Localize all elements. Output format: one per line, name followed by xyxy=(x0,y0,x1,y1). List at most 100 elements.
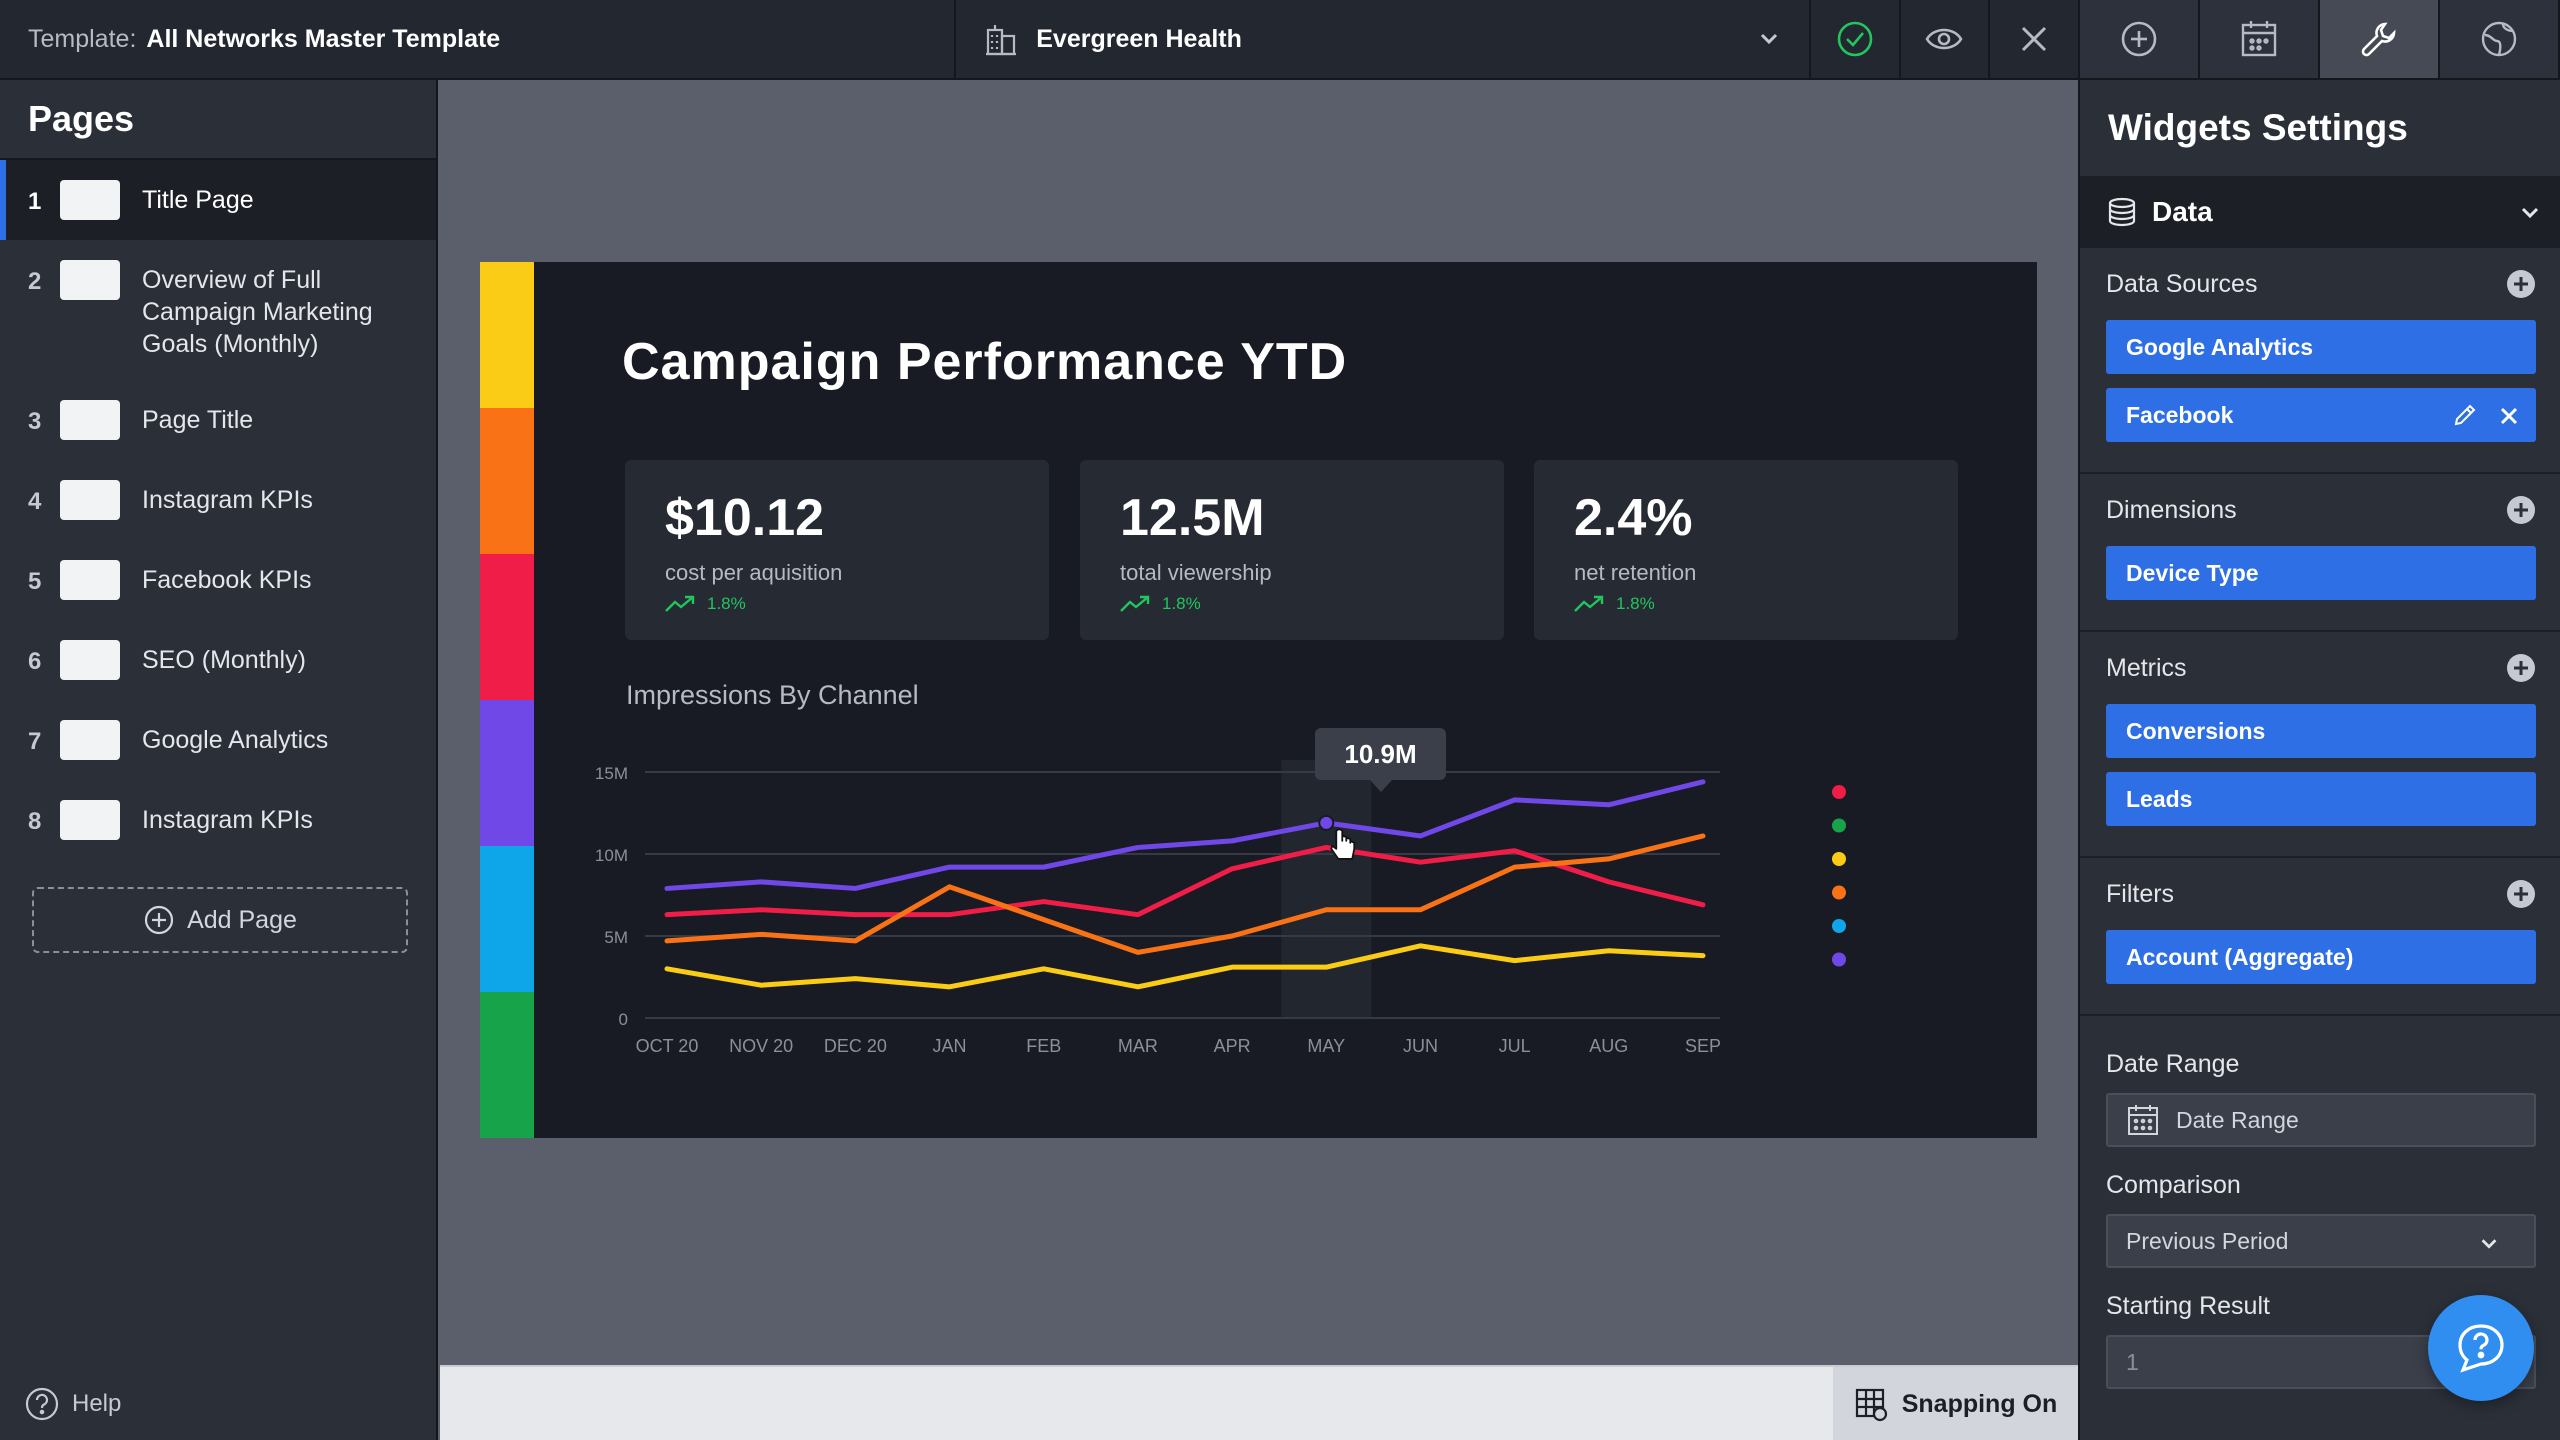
page-number: 5 xyxy=(28,568,42,595)
page-item-1[interactable]: 1 Title Page xyxy=(0,160,436,240)
dimensions-label: Dimensions xyxy=(2106,495,2237,524)
page-number: 1 xyxy=(28,188,42,215)
kpi-change: 1.8% xyxy=(665,594,1049,614)
chart-title: Impressions By Channel xyxy=(626,680,919,710)
slide-title-page[interactable]: Campaign Performance YTD $10.12 cost per… xyxy=(480,262,2037,1138)
add-dimension-icon[interactable] xyxy=(2506,495,2536,525)
comparison-label: Comparison xyxy=(2106,1171,2241,1199)
tab-widget-settings[interactable] xyxy=(2320,0,2441,78)
metric-conversions[interactable]: Conversions xyxy=(2106,704,2536,758)
data-source-google-analytics[interactable]: Google Analytics xyxy=(2106,320,2536,374)
kpi-card-cost[interactable]: $10.12 cost per aquisition 1.8% xyxy=(625,460,1049,640)
page-thumbnail xyxy=(60,560,120,600)
page-thumbnail xyxy=(60,180,120,220)
chevron-down-icon xyxy=(2481,1239,2497,1249)
pill-label: Device Type xyxy=(2126,559,2259,586)
add-data-source-icon[interactable] xyxy=(2506,269,2536,299)
database-icon xyxy=(2108,197,2136,227)
add-page-button[interactable]: Add Page xyxy=(32,887,408,953)
page-item-4[interactable]: 4 Instagram KPIs xyxy=(0,460,436,540)
plus-circle-icon xyxy=(144,905,174,935)
pill-label: Account (Aggregate) xyxy=(2126,943,2354,970)
page-item-7[interactable]: 7 Google Analytics xyxy=(0,700,436,780)
close-button[interactable] xyxy=(1990,0,2081,78)
page-number: 8 xyxy=(28,808,42,835)
x-tick-label: OCT 20 xyxy=(636,1036,699,1056)
x-tick-label: DEC 20 xyxy=(824,1036,887,1056)
approve-button[interactable] xyxy=(1811,0,1901,78)
page-thumbnail xyxy=(60,480,120,520)
tab-theme[interactable] xyxy=(2440,0,2560,78)
canvas-bottom-bar: Snapping On xyxy=(440,1365,2078,1440)
page-item-2[interactable]: 2 Overview of Full Campaign Marketing Go… xyxy=(0,240,436,380)
tab-layout[interactable] xyxy=(2200,0,2321,78)
strip-segment xyxy=(480,700,534,846)
x-tick-label: JUN xyxy=(1403,1036,1438,1056)
date-range-picker[interactable]: Date Range xyxy=(2106,1093,2536,1147)
preview-button[interactable] xyxy=(1901,0,1991,78)
support-chat-button[interactable] xyxy=(2428,1295,2534,1401)
date-range-value: Date Range xyxy=(2176,1106,2299,1133)
add-metric-icon[interactable] xyxy=(2506,653,2536,683)
x-tick-label: FEB xyxy=(1026,1036,1061,1056)
page-item-8[interactable]: 8 Instagram KPIs xyxy=(0,780,436,860)
trend-up-icon xyxy=(1574,595,1604,612)
y-tick-label: 5M xyxy=(604,928,628,947)
account-selector[interactable]: Evergreen Health xyxy=(956,0,1811,78)
kpi-value: 2.4% xyxy=(1574,489,1693,547)
page-label: Title Page xyxy=(142,186,254,214)
add-page-label: Add Page xyxy=(187,905,297,934)
kpi-label: total viewership xyxy=(1120,560,1272,585)
edit-icon[interactable] xyxy=(2452,402,2478,428)
filter-account-aggregate[interactable]: Account (Aggregate) xyxy=(2106,930,2536,984)
legend-dot xyxy=(1832,952,1846,967)
page-label: Instagram KPIs xyxy=(142,486,313,514)
kpi-change: 1.8% xyxy=(1574,594,1958,614)
dimension-device-type[interactable]: Device Type xyxy=(2106,546,2536,600)
highlight-column xyxy=(1281,760,1372,1018)
question-circle-icon xyxy=(25,1387,59,1421)
calendar-layout-icon xyxy=(2242,21,2277,57)
legend-dot xyxy=(1832,919,1846,933)
impressions-line-chart[interactable]: 15M 10M 5M 0 OCT 20 NOV 20 DEC 20 JAN FEB MAR APR M… xyxy=(480,262,2037,1138)
page-label: Instagram KPIs xyxy=(142,806,313,834)
metrics-label: Metrics xyxy=(2106,653,2187,682)
trend-up-icon xyxy=(665,595,695,612)
help-link[interactable]: Help xyxy=(24,1386,121,1422)
pill-label: Google Analytics xyxy=(2126,333,2314,360)
plus-circle-icon xyxy=(2122,21,2157,57)
add-filter-icon[interactable] xyxy=(2506,879,2536,909)
template-selector[interactable]: Template: All Networks Master Template xyxy=(0,0,957,78)
series-line xyxy=(664,943,1706,990)
data-source-facebook[interactable]: Facebook xyxy=(2106,388,2536,442)
data-section-header[interactable]: Data xyxy=(2080,176,2560,248)
y-tick-label: 0 xyxy=(619,1010,628,1029)
remove-icon[interactable] xyxy=(2498,402,2520,428)
grid-snap-icon xyxy=(1855,1388,1887,1421)
page-item-3[interactable]: 3 Page Title xyxy=(0,380,436,460)
kpi-label: cost per aquisition xyxy=(665,560,843,585)
hand-cursor-icon xyxy=(1330,828,1356,860)
page-item-5[interactable]: 5 Facebook KPIs xyxy=(0,540,436,620)
slide-title[interactable]: Campaign Performance YTD xyxy=(622,333,1348,391)
page-item-6[interactable]: 6 SEO (Monthly) xyxy=(0,620,436,700)
kpi-value: 12.5M xyxy=(1120,489,1265,547)
globe-palette-icon xyxy=(2481,21,2517,57)
page-thumbnail xyxy=(60,400,120,440)
page-label: Google Analytics xyxy=(142,726,329,754)
data-sources-label: Data Sources xyxy=(2106,269,2258,298)
kpi-card-retention[interactable]: 2.4% net retention 1.8% xyxy=(1534,460,1958,640)
account-name: Evergreen Health xyxy=(1036,24,1242,53)
snapping-toggle[interactable]: Snapping On xyxy=(1833,1367,2078,1440)
comparison-select[interactable]: Previous Period xyxy=(2106,1214,2536,1268)
comparison-value: Previous Period xyxy=(2126,1227,2289,1254)
strip-segment xyxy=(480,846,534,992)
tab-add-widget[interactable] xyxy=(2080,0,2201,78)
series-line xyxy=(664,779,1706,891)
metric-leads[interactable]: Leads xyxy=(2106,772,2536,826)
template-label: Template: xyxy=(28,24,137,53)
strip-segment xyxy=(480,554,534,700)
kpi-card-viewership[interactable]: 12.5M total viewership 1.8% xyxy=(1080,460,1504,640)
series-line xyxy=(664,833,1706,955)
